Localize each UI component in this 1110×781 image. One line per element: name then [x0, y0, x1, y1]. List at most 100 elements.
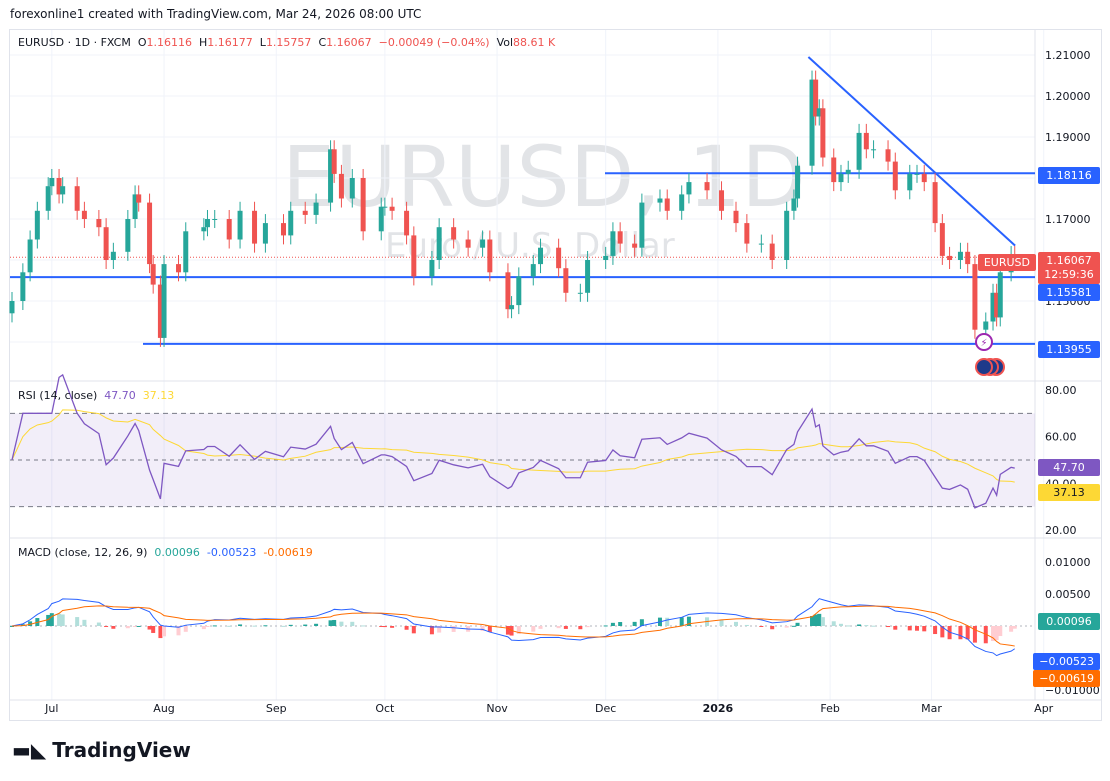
candle-body: [577, 292, 583, 294]
candle-body: [81, 210, 87, 219]
price-tag: 1.16067 12:59:36: [1038, 252, 1100, 284]
macd-histogram-bar: [686, 616, 691, 626]
macd-histogram-bar: [734, 621, 738, 626]
candle-body: [49, 178, 55, 187]
macd-histogram-bar: [480, 626, 485, 631]
x-tick: Nov: [486, 702, 508, 715]
candle-body: [176, 264, 182, 273]
change-value: −0.00049 (−0.04%): [378, 36, 490, 49]
candle-body: [74, 186, 80, 211]
macd-histogram-bar: [632, 621, 637, 626]
macd-histogram-bar: [136, 625, 141, 627]
macd-histogram-bar: [437, 626, 442, 633]
macd-histogram-bar: [361, 625, 366, 627]
price-tick: 1.21000: [1045, 49, 1091, 62]
candle-body: [914, 173, 920, 175]
x-tick: Feb: [820, 702, 839, 715]
macd-histogram-bar: [759, 626, 764, 627]
candle-body: [907, 173, 913, 191]
candle-body: [585, 260, 591, 293]
candle-body: [856, 132, 862, 170]
macd-histogram-bar: [538, 626, 543, 629]
level-tag-2: 1.15581: [1038, 284, 1100, 301]
macd-histogram-bar: [770, 626, 775, 630]
macd-histogram-bar: [784, 626, 789, 628]
candle-body: [719, 190, 725, 211]
chart-frame[interactable]: [9, 29, 1102, 721]
macd-signal-line: [11, 605, 1015, 647]
macd-histogram-bar: [958, 626, 963, 640]
macd-label[interactable]: MACD (close, 12, 26, 9): [18, 546, 148, 559]
candle-body: [331, 149, 337, 174]
macd-histogram-bar: [205, 626, 210, 627]
tradingview-logo[interactable]: ▬◣ TradingView: [12, 738, 191, 762]
macd-histogram-bar: [991, 626, 996, 642]
candle-body: [204, 219, 210, 228]
candle-body: [328, 149, 334, 203]
macd-histogram-bar: [915, 626, 919, 631]
macd-histogram-bar: [922, 626, 927, 632]
macd-hist-value: 0.00096: [154, 546, 200, 559]
candle-body: [288, 210, 294, 236]
macd-histogram-bar: [744, 624, 749, 626]
candle-body: [226, 219, 232, 240]
candle-body: [509, 305, 515, 310]
macd-histogram-bar: [846, 625, 851, 627]
candle-body: [465, 239, 471, 248]
candle-body: [212, 219, 218, 220]
rsi-ma-tag: 37.13: [1038, 484, 1100, 501]
candle-body: [679, 194, 685, 211]
macd-histogram-bar: [817, 613, 822, 626]
macd-histogram-bar: [303, 624, 308, 626]
candle-body: [96, 219, 102, 228]
macd-histogram-bar: [183, 626, 188, 632]
macd-histogram-bar: [810, 616, 815, 626]
x-tick: Jul: [44, 702, 58, 715]
macd-histogram-bar: [104, 626, 109, 627]
candle-body: [20, 272, 26, 301]
candle-body: [784, 210, 790, 260]
macd-histogram-bar: [857, 624, 862, 626]
symbol-label[interactable]: EURUSD · 1D · FXCM: [18, 36, 131, 49]
candle-body: [389, 206, 395, 211]
high-value: 1.16177: [207, 36, 253, 49]
rsi-label[interactable]: RSI (14, close): [18, 389, 98, 402]
candle-body: [487, 239, 493, 273]
candle-body: [603, 255, 609, 260]
macd-histogram-bar: [429, 626, 434, 635]
logo-text: TradingView: [52, 738, 191, 762]
macd-histogram-bar: [618, 622, 623, 626]
candle-body: [411, 235, 417, 277]
candle-body: [436, 227, 442, 260]
flash-glyph: ⚡: [980, 338, 987, 349]
macd-tick: 0.00500: [1045, 588, 1091, 601]
macd-histogram-bar: [158, 626, 163, 639]
macd-histogram-bar: [46, 614, 51, 626]
macd-histogram-bar: [133, 626, 138, 627]
candle-body: [382, 206, 388, 208]
macd-histogram-bar: [578, 626, 583, 630]
macd-histogram-bar: [252, 625, 257, 627]
macd-hist-tag: 0.00096: [1038, 613, 1100, 630]
x-tick: 2026: [703, 702, 734, 715]
macd-histogram-bar: [907, 626, 912, 631]
candle-body: [183, 231, 189, 273]
macd-histogram-bar: [212, 625, 217, 627]
candle-body: [932, 182, 938, 224]
candle-body: [758, 243, 764, 245]
macd-tag: −0.00523: [1033, 653, 1100, 670]
candle-body: [704, 182, 710, 191]
candle-body: [820, 108, 826, 158]
candle-body: [733, 210, 739, 224]
macd-histogram-bar: [288, 624, 293, 626]
macd-histogram-bar: [10, 626, 14, 627]
level-tag-3: 1.13955: [1038, 341, 1100, 358]
macd-histogram-bar: [390, 626, 395, 628]
candle-body: [664, 198, 670, 211]
x-tick: Mar: [921, 702, 942, 715]
candle-body: [338, 173, 344, 199]
low-label: L: [259, 36, 266, 49]
candle-body: [132, 194, 138, 219]
candle-body: [34, 210, 40, 240]
